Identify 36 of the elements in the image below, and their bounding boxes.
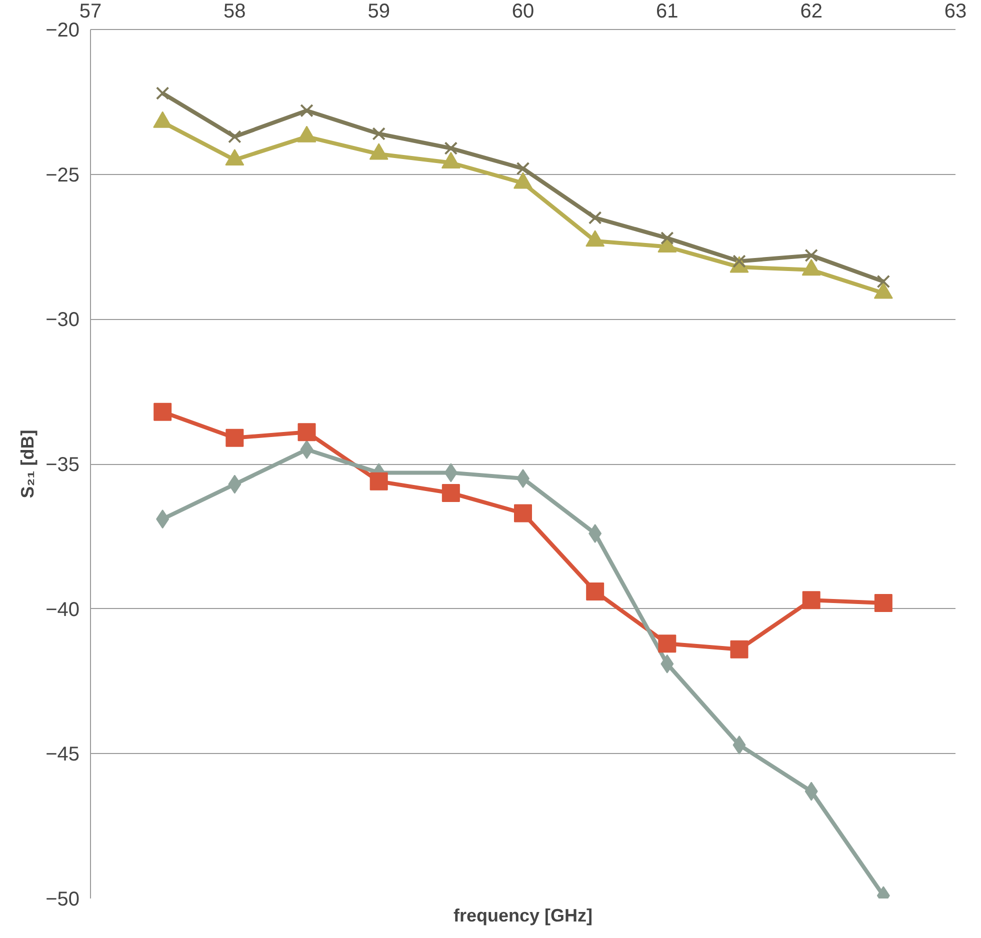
point: [226, 428, 244, 447]
point: [876, 274, 890, 288]
point: [802, 591, 820, 610]
point: [442, 484, 460, 502]
point: [588, 211, 602, 224]
x-tick-label: 58: [224, 0, 246, 22]
x-axis-title: frequency [GHz]: [453, 906, 593, 926]
y-tick-label: −45: [46, 744, 80, 766]
point: [370, 472, 388, 490]
y-tick-label: −50: [46, 888, 80, 910]
x-tick-label: 60: [512, 0, 534, 22]
point: [658, 634, 676, 653]
point: [154, 402, 172, 421]
x-tick-label: 57: [79, 0, 102, 22]
point: [730, 640, 748, 658]
x-tick-label: 63: [944, 0, 967, 22]
point: [586, 582, 604, 600]
y-tick-label: −40: [46, 598, 80, 621]
point: [444, 142, 458, 155]
point: [156, 86, 170, 100]
y-tick-label: −20: [46, 20, 80, 42]
y-axis-title: S₂₁ [dB]: [18, 430, 38, 498]
point: [516, 162, 530, 176]
point: [804, 248, 818, 262]
y-tick-label: −25: [46, 164, 80, 186]
point: [300, 104, 314, 118]
x-tick-label: 59: [368, 0, 390, 22]
point: [372, 127, 386, 140]
y-tick-label: −30: [46, 309, 80, 332]
point: [874, 594, 892, 612]
point: [228, 130, 242, 144]
x-tick-label: 61: [656, 0, 678, 22]
y-tick-label: −35: [46, 454, 80, 476]
point: [298, 423, 316, 442]
point: [514, 504, 532, 522]
x-tick-label: 62: [800, 0, 822, 22]
